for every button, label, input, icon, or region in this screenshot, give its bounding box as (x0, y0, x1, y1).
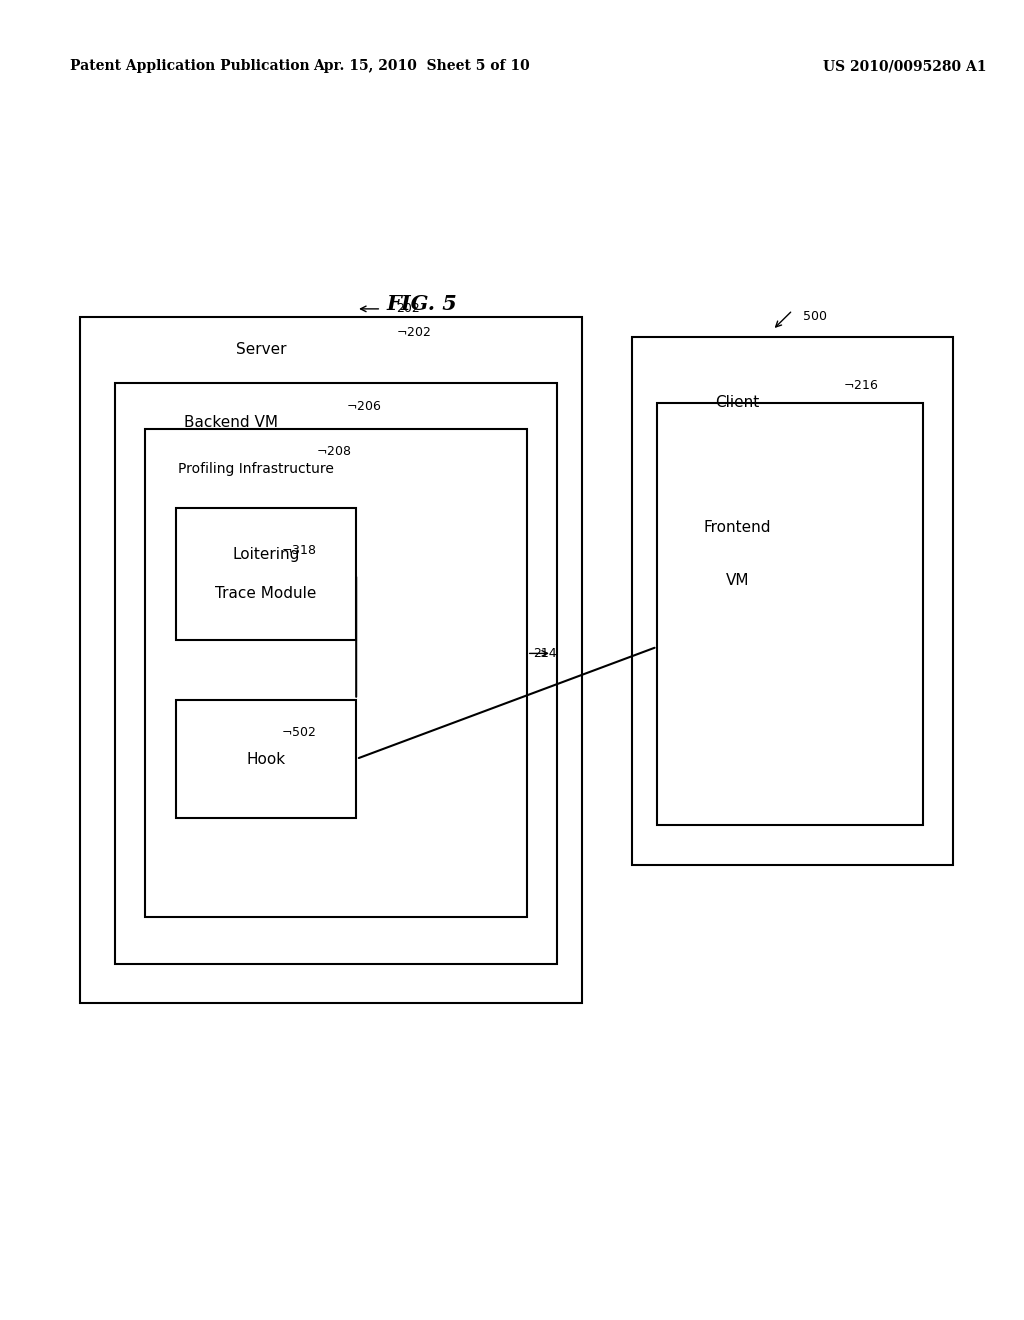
Text: Client: Client (716, 395, 760, 411)
Text: Trace Module: Trace Module (215, 586, 316, 602)
FancyBboxPatch shape (175, 508, 356, 640)
Text: $\neg$202: $\neg$202 (396, 326, 431, 339)
Text: 214: 214 (534, 647, 557, 660)
Text: Profiling Infrastructure: Profiling Infrastructure (178, 462, 334, 475)
FancyBboxPatch shape (80, 317, 582, 1003)
Text: $\neg$502: $\neg$502 (281, 726, 316, 739)
Text: Hook: Hook (247, 751, 286, 767)
FancyBboxPatch shape (116, 383, 557, 964)
Text: Patent Application Publication: Patent Application Publication (71, 59, 310, 74)
Text: 202: 202 (396, 302, 420, 315)
Text: $\neg$216: $\neg$216 (843, 379, 879, 392)
FancyBboxPatch shape (145, 429, 526, 917)
FancyBboxPatch shape (632, 337, 953, 865)
Text: US 2010/0095280 A1: US 2010/0095280 A1 (822, 59, 986, 74)
Text: $\neg$206: $\neg$206 (346, 400, 382, 413)
Text: Loitering: Loitering (232, 546, 300, 562)
Text: Frontend: Frontend (703, 520, 771, 536)
Text: Apr. 15, 2010  Sheet 5 of 10: Apr. 15, 2010 Sheet 5 of 10 (313, 59, 529, 74)
Text: 500: 500 (803, 310, 826, 323)
Text: $\neg$318: $\neg$318 (281, 544, 316, 557)
Text: VM: VM (726, 573, 750, 589)
Text: Backend VM: Backend VM (183, 414, 278, 430)
Text: $\neg$208: $\neg$208 (316, 445, 351, 458)
Text: FIG. 5: FIG. 5 (386, 293, 457, 314)
FancyBboxPatch shape (657, 403, 923, 825)
Text: Server: Server (236, 342, 286, 358)
FancyBboxPatch shape (175, 700, 356, 818)
